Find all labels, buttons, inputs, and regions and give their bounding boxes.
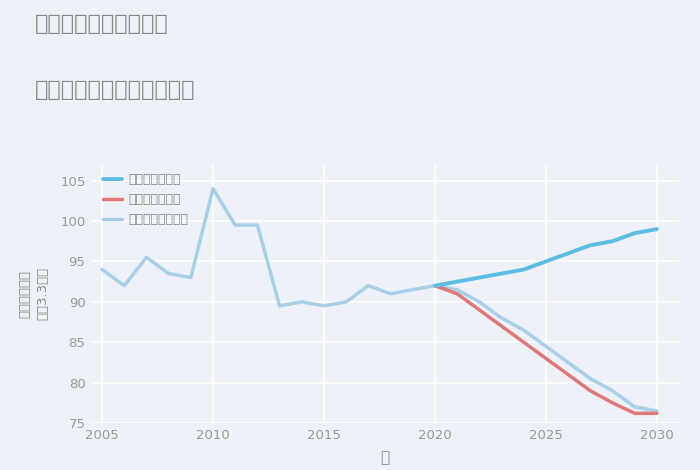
X-axis label: 年: 年 bbox=[380, 450, 390, 465]
Text: 千葉県野田市三ツ堀の: 千葉県野田市三ツ堀の bbox=[35, 14, 169, 34]
Text: 中古マンションの価格推移: 中古マンションの価格推移 bbox=[35, 80, 195, 100]
Legend: グッドシナリオ, バッドシナリオ, ノーマルシナリオ: グッドシナリオ, バッドシナリオ, ノーマルシナリオ bbox=[103, 173, 188, 226]
Y-axis label: 単価（万円）
坪（3.3㎡）: 単価（万円） 坪（3.3㎡） bbox=[18, 267, 49, 321]
